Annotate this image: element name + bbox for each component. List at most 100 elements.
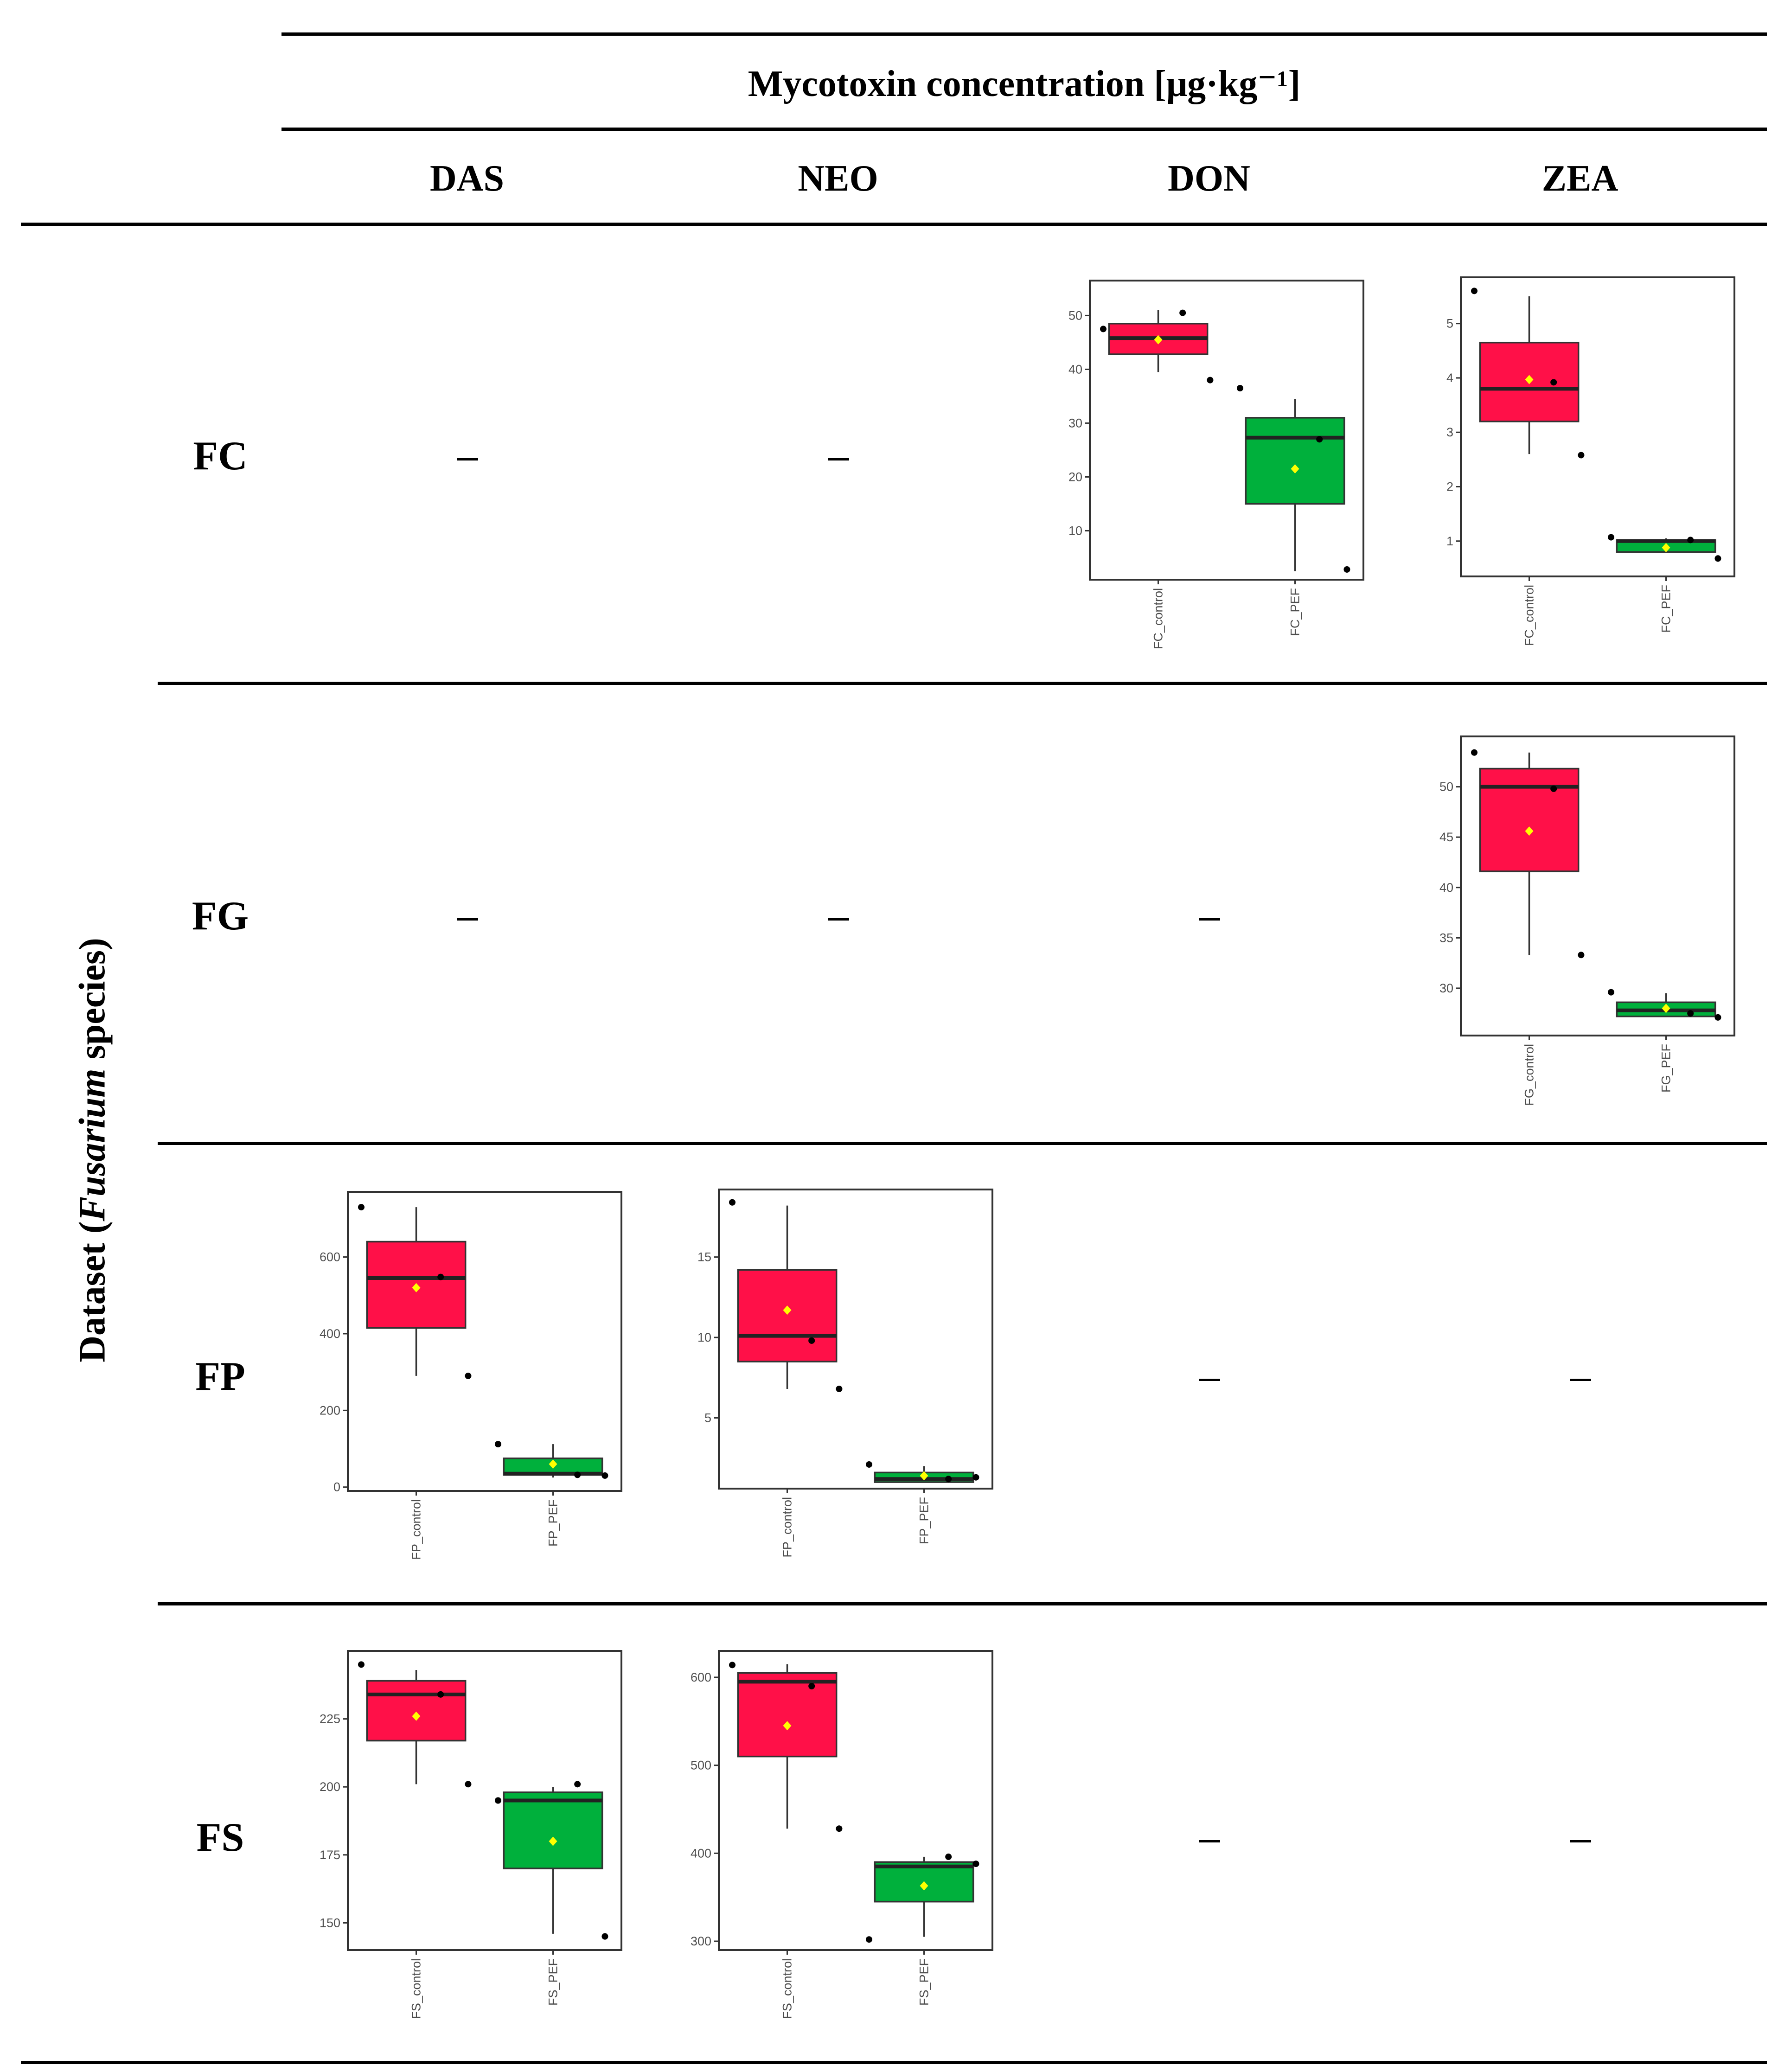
data-point [729, 1662, 736, 1669]
header-bottom-rule [21, 223, 1767, 226]
y-tick-label: 2 [1446, 480, 1453, 494]
y-tick-label: 30 [1439, 981, 1453, 995]
row-label-fs: FS [196, 1815, 244, 1860]
empty-cell-fg-das [457, 918, 478, 921]
y-tick-label: 40 [1068, 362, 1082, 376]
y-tick-label: 200 [320, 1403, 340, 1417]
iqr-box [366, 1680, 467, 1742]
mean-marker [783, 1721, 792, 1731]
plot-panel [347, 1191, 622, 1492]
mean-marker [549, 1836, 557, 1846]
empty-cell-fc-das [457, 458, 478, 460]
data-point [494, 1797, 501, 1804]
data-point [729, 1199, 736, 1206]
x-tick-label: FG_control [1522, 1044, 1536, 1106]
plot-panel [1460, 276, 1735, 577]
row-label-fg: FG [192, 894, 249, 939]
y-tick-label: 600 [320, 1250, 340, 1264]
y-tick-label: 150 [320, 1916, 340, 1930]
data-point [1578, 952, 1585, 959]
row-label-fp: FP [195, 1354, 245, 1399]
data-point [1316, 436, 1323, 443]
y-tick-label: 40 [1439, 881, 1453, 895]
data-point [1550, 379, 1557, 386]
y-tick-label: 3 [1446, 425, 1453, 439]
iqr-box [737, 1269, 838, 1362]
y-tick-label: 300 [691, 1934, 711, 1948]
empty-cell-fg-don [1199, 918, 1220, 921]
data-point [437, 1691, 444, 1698]
empty-cell-fg-neo [828, 918, 849, 921]
y-tick-label: 4 [1446, 371, 1453, 385]
top-rule [281, 32, 1767, 36]
empty-cell-fs-don [1199, 1840, 1220, 1842]
column-header-neo: NEO [798, 158, 878, 199]
mean-marker [1662, 1004, 1670, 1013]
data-point [465, 1372, 472, 1379]
data-point [1207, 377, 1214, 384]
data-point [358, 1661, 365, 1668]
data-point [1343, 566, 1350, 573]
x-tick-label: FC_PEF [1288, 588, 1302, 636]
data-point [601, 1933, 608, 1940]
boxplot-fg-zea: 30 35 40 45 50 FG_control FG_PEF [1439, 735, 1735, 1106]
data-point [972, 1474, 979, 1481]
data-point [836, 1386, 843, 1392]
x-tick-label: FS_control [409, 1958, 423, 2019]
boxplot-fs-das: 150 175 200 225 FS_control FS_PEF [320, 1650, 622, 2019]
data-point [1714, 1014, 1721, 1021]
x-tick-label: FP_PEF [546, 1499, 560, 1547]
boxplot-fp-das: 0 200 400 600 FP_control FP_PEF [320, 1191, 622, 1560]
data-point [945, 1476, 952, 1483]
row-axis-label: Dataset (Fusarium species) [72, 938, 114, 1362]
iqr-box [737, 1672, 838, 1758]
x-tick-label: FS_control [780, 1958, 794, 2019]
mean-marker [1525, 375, 1534, 384]
mean-marker [920, 1881, 928, 1891]
data-point [465, 1781, 472, 1788]
boxplot-fp-neo: 5 10 15 FP_control FP_PEF [697, 1189, 993, 1558]
y-tick-label: 45 [1439, 830, 1453, 844]
row-label-fc: FC [193, 434, 248, 479]
mean-marker [1662, 543, 1670, 552]
subheader-rule [281, 128, 1767, 131]
data-point [1578, 452, 1585, 459]
row-rule-fp-fs [158, 1602, 1767, 1605]
data-point [808, 1682, 815, 1689]
y-tick-label: 50 [1439, 780, 1453, 794]
y-tick-label: 15 [697, 1250, 711, 1264]
empty-cell-fs-zea [1570, 1840, 1591, 1842]
data-point [865, 1461, 872, 1468]
x-tick-label: FP_PEF [917, 1497, 931, 1544]
y-tick-label: 175 [320, 1848, 340, 1862]
data-point [1550, 785, 1557, 792]
data-point [1471, 288, 1478, 294]
x-tick-label: FS_PEF [546, 1958, 560, 2006]
column-header-zea: ZEA [1542, 158, 1618, 199]
data-point [574, 1471, 581, 1478]
data-point [601, 1472, 608, 1479]
mean-marker [783, 1305, 792, 1315]
y-tick-label: 20 [1068, 470, 1082, 484]
y-tick-label: 400 [691, 1846, 711, 1860]
mean-marker [1291, 464, 1299, 474]
data-point [1471, 749, 1478, 756]
iqr-box [1479, 767, 1580, 872]
iqr-box [1245, 417, 1345, 505]
column-group-header: Mycotoxin concentration [μg·kg⁻¹] [748, 64, 1301, 104]
x-tick-label: FS_PEF [917, 1958, 931, 2006]
data-point [494, 1441, 501, 1448]
mean-marker [549, 1459, 557, 1469]
y-tick-label: 0 [333, 1480, 340, 1494]
x-tick-label: FP_control [780, 1497, 794, 1558]
y-tick-label: 500 [691, 1759, 711, 1772]
data-point [972, 1861, 979, 1867]
y-tick-label: 5 [1446, 317, 1453, 331]
data-point [1100, 326, 1107, 333]
data-point [836, 1825, 843, 1832]
row-rule-fg-fp [158, 1142, 1767, 1145]
y-tick-label: 5 [704, 1411, 711, 1425]
column-header-don: DON [1168, 158, 1250, 199]
y-tick-label: 10 [697, 1330, 711, 1344]
data-point [865, 1936, 872, 1943]
